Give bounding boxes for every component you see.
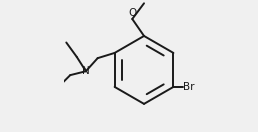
Text: O: O (128, 8, 136, 18)
Text: N: N (82, 66, 90, 76)
Text: Br: Br (183, 82, 194, 92)
